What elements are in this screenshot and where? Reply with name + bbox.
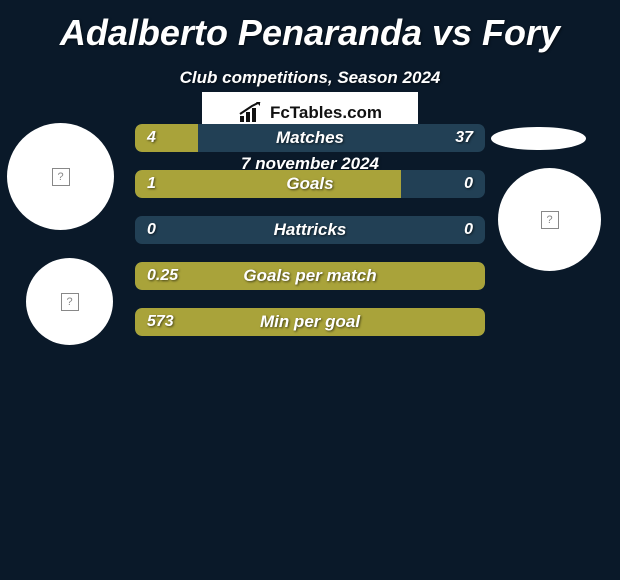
bar-label: Goals per match [135,262,485,290]
bar-label: Hattricks [135,216,485,244]
player-right-oval [491,127,586,150]
image-placeholder-icon: ? [52,168,70,186]
page-title: Adalberto Penaranda vs Fory [0,0,620,54]
page-subtitle: Club competitions, Season 2024 [0,68,620,88]
image-placeholder-icon: ? [541,211,559,229]
stat-bar: 437Matches [135,124,485,152]
player-left-avatar-1: ? [7,123,114,230]
bar-label: Matches [135,124,485,152]
bar-label: Min per goal [135,308,485,336]
chart-icon [238,102,264,124]
stat-bar: 0.25Goals per match [135,262,485,290]
player-left-avatar-2: ? [26,258,113,345]
brand-text: FcTables.com [270,103,382,123]
comparison-bars: 437Matches 10Goals 00Hattricks 0.25Goals pe… [135,124,485,354]
stat-bar: 10Goals [135,170,485,198]
player-right-avatar-1: ? [498,168,601,271]
image-placeholder-icon: ? [61,293,79,311]
stat-bar: 00Hattricks [135,216,485,244]
stat-bar: 573Min per goal [135,308,485,336]
bar-label: Goals [135,170,485,198]
